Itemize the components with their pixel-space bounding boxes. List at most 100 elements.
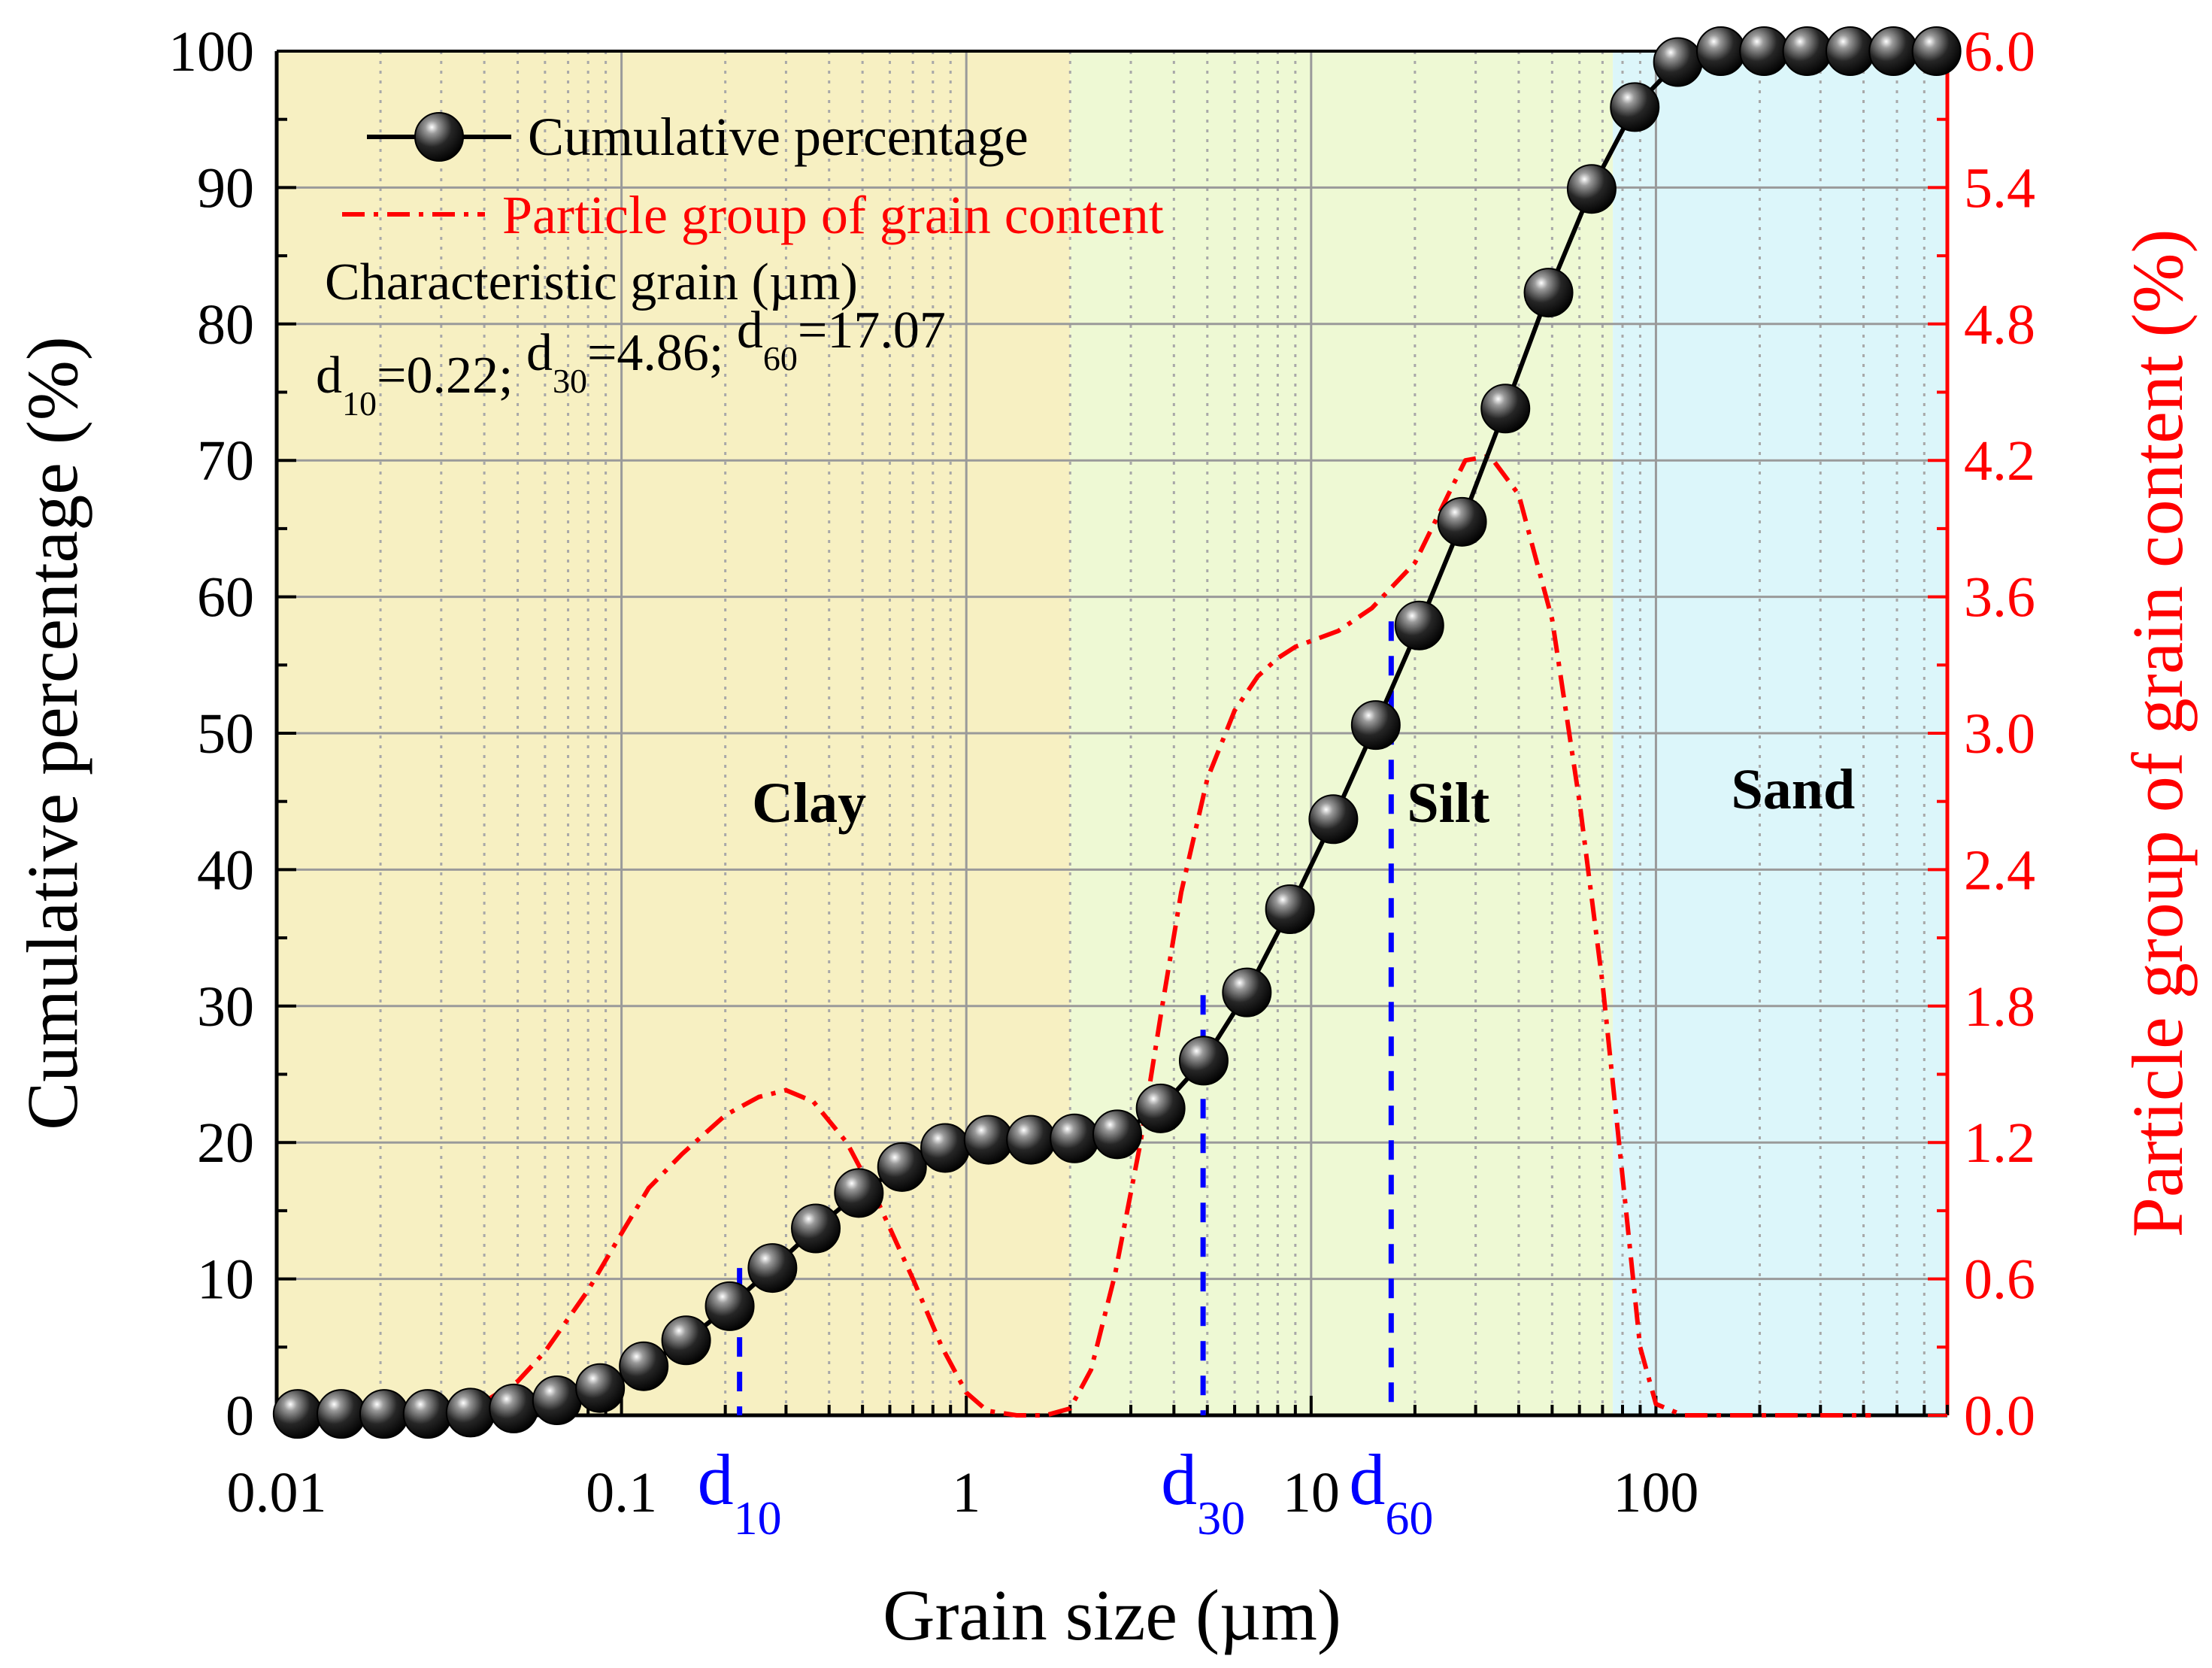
y-tick-label-left: 60: [197, 566, 254, 629]
y-tick-label-left: 70: [197, 429, 254, 493]
legend-label-cumulative: Cumulative percentage: [528, 107, 1029, 167]
y-tick-label-left: 40: [197, 839, 254, 902]
y-tick-label-right: 0.0: [1964, 1384, 2035, 1448]
cumulative-series: [272, 26, 1962, 1439]
cumulative-point: [1350, 700, 1401, 751]
characteristic-grain-markers: d10 d30 d60: [698, 621, 1433, 1545]
legend-label-content: Particle group of grain content: [502, 185, 1164, 245]
cumulative-point: [489, 1383, 539, 1433]
marker-label-d30: d30: [1161, 1439, 1245, 1545]
cumulative-point: [747, 1243, 798, 1293]
zone-label-silt: Silt: [1407, 772, 1489, 835]
cumulative-point: [619, 1341, 669, 1391]
cumulative-point: [1695, 26, 1746, 76]
legend-marker-cumulative: [414, 112, 464, 162]
cumulative-point: [705, 1281, 755, 1331]
cumulative-point: [1006, 1115, 1056, 1165]
y-tick-label-right: 3.6: [1964, 566, 2035, 629]
grid-lines: [275, 50, 1949, 1417]
annotation-sub: 60: [763, 339, 798, 378]
cumulative-point: [1825, 26, 1875, 76]
cumulative-point: [272, 1389, 323, 1439]
x-tick-label: 10: [1283, 1461, 1340, 1524]
y-tick-label-left: 100: [168, 20, 254, 83]
y-tick-label-left: 30: [197, 975, 254, 1039]
cumulative-point: [1653, 37, 1703, 87]
cumulative-point: [1050, 1113, 1100, 1163]
cumulative-point: [359, 1389, 409, 1439]
cumulative-point: [1480, 384, 1531, 434]
y-tick-label-right: 4.8: [1964, 293, 2035, 356]
cumulative-point: [1610, 82, 1660, 132]
cumulative-point: [834, 1168, 884, 1218]
x-axis-title: Grain size (µm): [883, 1575, 1341, 1655]
marker-label-base: d: [1349, 1439, 1385, 1520]
cumulative-point: [1092, 1109, 1142, 1160]
annotation-sub: 30: [553, 362, 587, 400]
x-tick-label: 0.1: [586, 1461, 657, 1524]
y-tick-label-right: 4.2: [1964, 429, 2035, 493]
zone-label-sand: Sand: [1732, 758, 1856, 821]
marker-label-sub: 30: [1197, 1491, 1245, 1545]
axes: 0.01 0.1 1 10 100 0 10 20 30 40 50 60 70 80 90 100 0.0 0.…: [12, 20, 2198, 1655]
grain-content-line: [297, 453, 1871, 1418]
annotation-sub: 10: [342, 384, 377, 423]
cumulative-point: [1868, 26, 1919, 76]
cumulative-point: [1911, 26, 1962, 76]
marker-label-base: d: [1161, 1439, 1197, 1520]
cumulative-point: [920, 1123, 971, 1173]
cumulative-point: [532, 1375, 582, 1426]
legend: Cumulative percentage Particle group of g…: [342, 107, 1164, 245]
cumulative-point: [1566, 164, 1617, 214]
annotation-rest: =0.22;: [377, 347, 526, 405]
cumulative-point: [791, 1203, 841, 1254]
cumulative-point: [575, 1363, 626, 1413]
cumulative-point: [316, 1389, 366, 1439]
cumulative-point: [1222, 967, 1272, 1017]
y-axis-title-left: Cumulative percentage (%): [12, 336, 92, 1130]
annotation-base: d: [316, 347, 342, 405]
cumulative-point: [1178, 1036, 1229, 1086]
characteristic-grain-annotation: Characteristic grain (µm)d10=0.22; d30=4…: [316, 253, 946, 423]
y-tick-label-left: 10: [197, 1248, 254, 1312]
y-tick-label-right: 2.4: [1964, 839, 2035, 902]
annotation-base: d: [526, 324, 553, 382]
annotation-heading: Characteristic grain (µm): [325, 253, 858, 311]
x-tick-label: 1: [952, 1461, 980, 1524]
cumulative-point: [1135, 1083, 1186, 1133]
y-tick-label-right: 1.2: [1964, 1111, 2035, 1175]
annotation-rest: =17.07: [798, 302, 946, 359]
marker-label-d60: d60: [1349, 1439, 1433, 1545]
y-tick-label-left: 90: [197, 156, 254, 220]
y-tick-label-left: 0: [226, 1384, 254, 1448]
cumulative-point: [402, 1389, 453, 1439]
x-tick-label: 100: [1613, 1461, 1698, 1524]
cumulative-point: [963, 1115, 1014, 1165]
y-tick-label-left: 20: [197, 1111, 254, 1175]
cumulative-point: [1437, 496, 1487, 547]
annotation-rest: =4.86;: [587, 324, 737, 382]
x-tick-label: 0.01: [227, 1461, 327, 1524]
annotation-base: d: [737, 302, 763, 359]
marker-label-sub: 10: [734, 1491, 782, 1545]
cumulative-point: [1739, 26, 1789, 76]
marker-label-sub: 60: [1385, 1491, 1433, 1545]
y-tick-label-right: 1.8: [1964, 975, 2035, 1039]
y-tick-label-right: 5.4: [1964, 156, 2035, 220]
grain-content-series: [297, 453, 1871, 1418]
cumulative-point: [1782, 26, 1832, 76]
y-tick-label-right: 6.0: [1964, 20, 2035, 83]
cumulative-point: [1523, 268, 1574, 318]
cumulative-point: [1394, 600, 1444, 651]
y-axis-title-right: Particle group of grain content (%): [2117, 229, 2198, 1238]
y-tick-label-left: 50: [197, 702, 254, 766]
cumulative-point: [445, 1387, 495, 1438]
annotation-values: d10=0.22; d30=4.86; d60=17.07: [316, 302, 946, 423]
cumulative-point: [1265, 884, 1315, 935]
zone-labels: Clay Silt Sand: [752, 758, 1855, 835]
cumulative-point: [1308, 794, 1359, 845]
y-tick-label-right: 0.6: [1964, 1248, 2035, 1312]
marker-label-base: d: [698, 1439, 734, 1520]
